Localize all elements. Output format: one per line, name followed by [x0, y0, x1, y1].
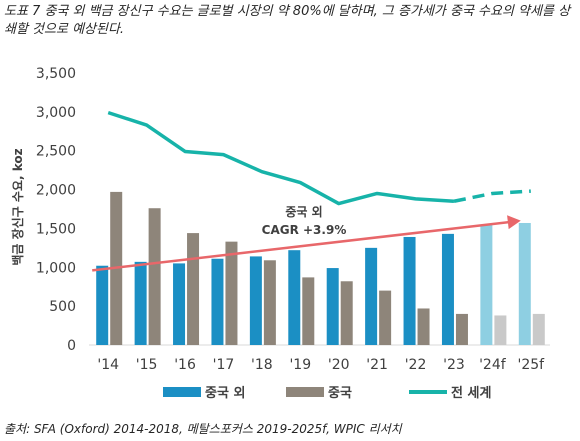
y-tick-label: 3,000	[36, 105, 76, 121]
bar-outside-china	[249, 256, 262, 345]
bar-china	[417, 308, 430, 345]
cagr-arrowhead	[507, 215, 521, 230]
bar-outside-china	[441, 233, 454, 345]
bar-china	[532, 313, 545, 345]
x-tick-label: '24f	[479, 357, 507, 373]
bar-outside-china	[96, 265, 109, 345]
world-line-forecast	[453, 189, 531, 203]
x-tick-label: '21	[366, 357, 388, 373]
bar-china	[494, 315, 507, 345]
bar-outside-china	[134, 261, 147, 345]
x-tick-label: '25f	[517, 357, 545, 373]
cagr-arrow-line	[92, 220, 513, 272]
bar-outside-china	[326, 268, 339, 345]
x-tick-label: '17	[213, 357, 235, 373]
y-tick-label: 1,500	[36, 221, 76, 237]
bar-china	[455, 313, 468, 345]
y-tick-label: 2,000	[36, 183, 76, 199]
bar-outside-china	[288, 250, 301, 345]
bar-china	[225, 241, 238, 345]
bar-outside-china	[403, 236, 416, 345]
bar-outside-china	[518, 222, 531, 345]
chart-caption: 도표 7 중국 외 백금 장신구 수요는 글로벌 시장의 약 80%에 달하며,…	[4, 4, 571, 37]
y-tick-label: 2,500	[36, 144, 76, 160]
y-tick-label: 3,500	[36, 66, 76, 82]
y-tick-label: 0	[67, 338, 76, 354]
x-tick-label: '20	[328, 357, 350, 373]
x-tick-label: '19	[289, 357, 311, 373]
legend-label: 중국 외	[205, 385, 245, 401]
cagr-annotation-text: 중국 외	[285, 204, 322, 219]
bar-outside-china	[211, 258, 224, 345]
y-tick-label: 500	[49, 299, 76, 315]
y-axis-label: 백금 장신구 수요, koz	[10, 148, 25, 265]
bar-outside-china	[365, 247, 378, 345]
bar-outside-china	[173, 263, 186, 345]
bar-china	[379, 290, 392, 345]
x-tick-label: '18	[251, 357, 273, 373]
x-tick-label: '15	[136, 357, 158, 373]
bar-china	[263, 260, 276, 345]
legend-label: 전 세계	[451, 385, 491, 401]
world-line-actual	[107, 110, 455, 206]
bar-china	[187, 233, 200, 345]
legend-swatch	[286, 387, 324, 397]
y-tick-label: 1,000	[36, 260, 76, 276]
x-tick-label: '22	[405, 357, 427, 373]
chart-source: 출처: SFA (Oxford) 2014-2018, 메탈스포커스 2019-…	[4, 422, 402, 436]
x-tick-label: '16	[174, 357, 196, 373]
bar-china	[302, 277, 315, 345]
x-tick-label: '14	[97, 357, 119, 373]
bar-china	[148, 208, 161, 345]
legend-swatch	[163, 387, 201, 397]
cagr-annotation-text: CAGR +3.9%	[262, 223, 347, 237]
x-tick-label: '23	[443, 357, 465, 373]
bar-outside-china	[480, 224, 493, 345]
bar-china	[340, 281, 353, 345]
legend-label: 중국	[328, 386, 352, 401]
